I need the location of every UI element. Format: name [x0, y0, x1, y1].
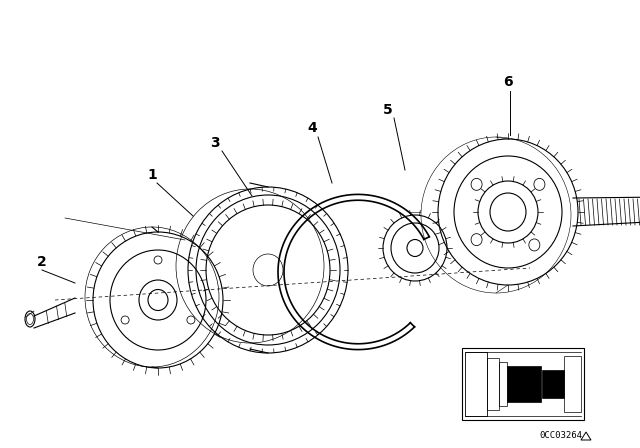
- Text: 3: 3: [210, 136, 220, 150]
- Text: 4: 4: [307, 121, 317, 135]
- Text: 6: 6: [503, 75, 513, 89]
- Bar: [542, 370, 564, 398]
- Text: 1: 1: [147, 168, 157, 182]
- Bar: [499, 362, 507, 406]
- Bar: [487, 358, 499, 410]
- Text: 5: 5: [383, 103, 393, 117]
- Bar: [507, 366, 541, 402]
- Bar: [462, 348, 584, 420]
- Bar: [564, 356, 581, 412]
- Text: 0CC03264: 0CC03264: [539, 431, 582, 440]
- Bar: [465, 352, 487, 416]
- Text: 2: 2: [37, 255, 47, 269]
